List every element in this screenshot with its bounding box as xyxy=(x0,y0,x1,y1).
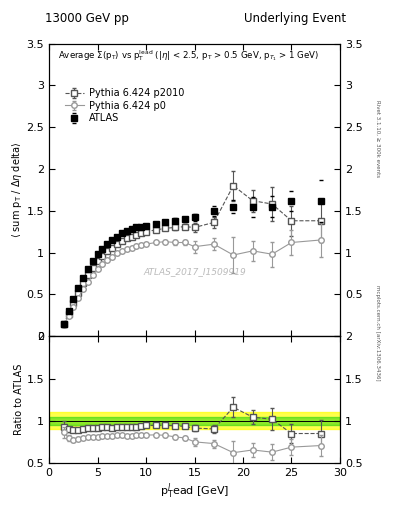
Text: mcplots.cern.ch [arXiv:1306.3436]: mcplots.cern.ch [arXiv:1306.3436] xyxy=(375,285,380,380)
Y-axis label: Ratio to ATLAS: Ratio to ATLAS xyxy=(14,364,24,435)
Text: ATLAS_2017_I1509919: ATLAS_2017_I1509919 xyxy=(143,267,246,276)
Bar xyxy=(49,413,340,430)
X-axis label: p$_\mathrm{T}^l$ead [GeV]: p$_\mathrm{T}^l$ead [GeV] xyxy=(160,481,229,501)
Legend: Pythia 6.424 p2010, Pythia 6.424 p0, ATLAS: Pythia 6.424 p2010, Pythia 6.424 p0, ATL… xyxy=(63,87,186,125)
Text: 13000 GeV pp: 13000 GeV pp xyxy=(44,12,129,25)
Text: Average $\Sigma$(p$_\mathrm{T}$) vs p$_\mathrm{T}^\mathrm{lead}$ ($|\eta|$ < 2.5: Average $\Sigma$(p$_\mathrm{T}$) vs p$_\… xyxy=(58,48,319,63)
Text: Underlying Event: Underlying Event xyxy=(244,12,346,25)
Text: Rivet 3.1.10, ≥ 300k events: Rivet 3.1.10, ≥ 300k events xyxy=(375,100,380,177)
Bar xyxy=(49,417,340,425)
Y-axis label: $\langle$ sum p$_\mathrm{T}$ / $\Delta\eta$ delta$\rangle$: $\langle$ sum p$_\mathrm{T}$ / $\Delta\e… xyxy=(10,141,24,238)
